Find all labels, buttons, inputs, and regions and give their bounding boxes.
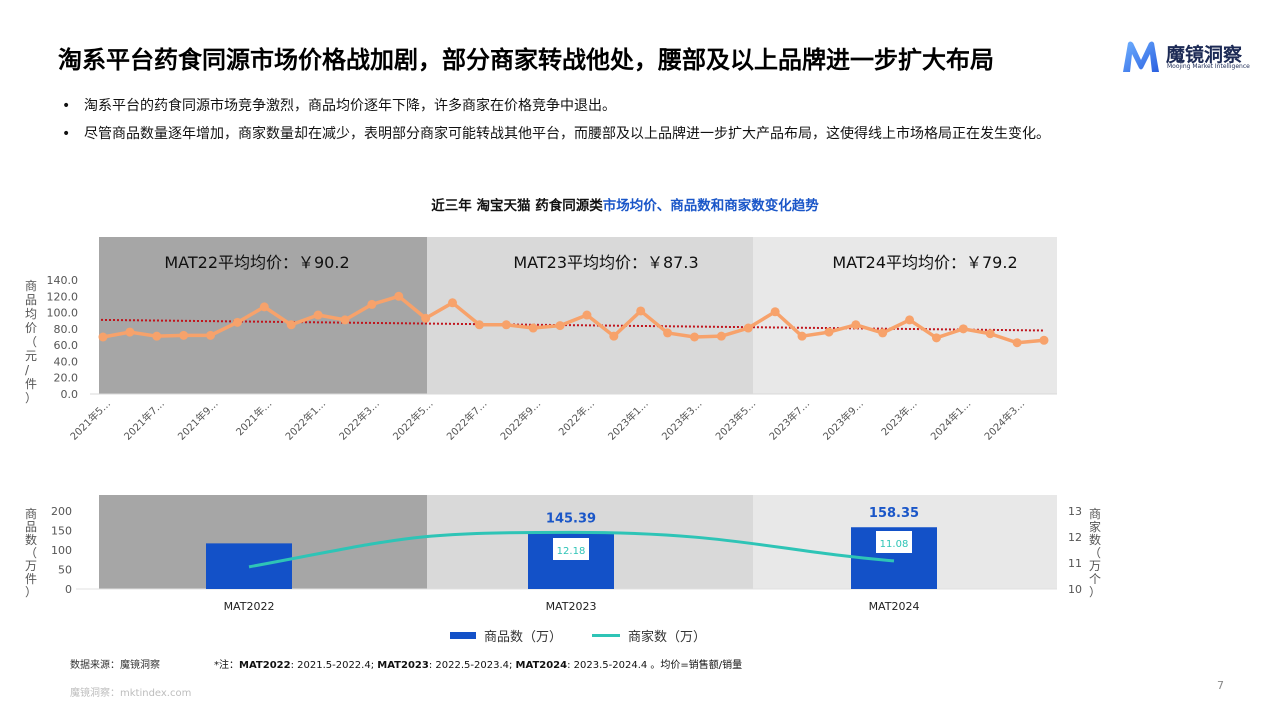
bar-right-axis-label: 商家数（万个） bbox=[1089, 506, 1101, 599]
note-text: : 2023.5-2024.4 。均价=销售额/销量 bbox=[567, 660, 743, 671]
legend-bar-label: 商品数（万） bbox=[484, 630, 563, 645]
note-bold: MAT2024 bbox=[515, 660, 568, 671]
trendline bbox=[100, 318, 1045, 332]
note-bold: MAT2023 bbox=[377, 660, 429, 671]
watermark: 魔镜洞察：mktindex.com bbox=[70, 688, 192, 699]
band-label-mat22: MAT22平均均价：￥90.2 bbox=[164, 253, 349, 272]
svg-text:MAT2024: MAT2024 bbox=[869, 600, 920, 613]
svg-text:2022年9…: 2022年9… bbox=[497, 397, 543, 443]
svg-text:2022年5…: 2022年5… bbox=[390, 397, 436, 443]
svg-text:2021年7…: 2021年7… bbox=[121, 397, 167, 443]
chart-title-prefix: 近三年 淘宝天猫 药食同源类 bbox=[431, 198, 603, 214]
svg-text:120.0: 120.0 bbox=[47, 290, 79, 303]
svg-text:150: 150 bbox=[51, 525, 72, 538]
svg-text:2021年9…: 2021年9… bbox=[175, 397, 221, 443]
svg-text:MAT2023: MAT2023 bbox=[546, 600, 597, 613]
svg-text:100.0: 100.0 bbox=[47, 307, 79, 320]
bar-left-y-axis: 200 150 100 50 0 bbox=[51, 505, 72, 596]
note-text: : 2021.5-2022.4; bbox=[290, 660, 378, 671]
chart-title-highlight: 市场均价、商品数和商家数变化趋势 bbox=[602, 198, 819, 214]
svg-text:10: 10 bbox=[1068, 583, 1082, 596]
svg-text:2022年3…: 2022年3… bbox=[336, 397, 382, 443]
page-title: 淘系平台药食同源市场价格战加剧，部分商家转战他处，腰部及以上品牌进一步扩大布局 bbox=[58, 46, 994, 74]
svg-text:20.0: 20.0 bbox=[54, 372, 79, 385]
note-bold: MAT2022 bbox=[239, 660, 291, 671]
svg-text:2021年…: 2021年… bbox=[233, 397, 274, 438]
data-labels: 145.39 158.35 12.18 11.08 bbox=[546, 506, 919, 560]
summary-bullets: 淘系平台的药食同源市场竞争激烈，商品均价逐年下降，许多商家在价格竞争中退出。 尽… bbox=[62, 97, 1102, 153]
legend-line-swatch bbox=[592, 634, 621, 637]
svg-text:50: 50 bbox=[58, 564, 72, 577]
svg-text:100: 100 bbox=[51, 544, 72, 557]
logo-subtitle: Moojing Market Intelligence bbox=[1167, 63, 1250, 70]
svg-text:2022年7…: 2022年7… bbox=[444, 397, 490, 443]
logo: 魔镜洞察 Moojing Market Intelligence bbox=[1120, 38, 1270, 78]
svg-text:2023年7…: 2023年7… bbox=[766, 397, 812, 443]
svg-text:MAT2022: MAT2022 bbox=[224, 600, 275, 613]
band-label-mat24: MAT24平均均价：￥79.2 bbox=[832, 253, 1017, 272]
bar-x-axis: MAT2022 MAT2023 MAT2024 bbox=[224, 600, 920, 613]
price-series-markers bbox=[98, 291, 1049, 348]
svg-text:2023年9…: 2023年9… bbox=[820, 397, 866, 443]
svg-text:2023年5…: 2023年5… bbox=[713, 397, 759, 443]
price-series-line bbox=[102, 294, 1045, 345]
svg-text:0.0: 0.0 bbox=[61, 388, 79, 401]
svg-text:0: 0 bbox=[65, 583, 72, 596]
svg-text:80.0: 80.0 bbox=[54, 323, 79, 336]
note-prefix: *注： bbox=[214, 660, 239, 671]
svg-text:2023年3…: 2023年3… bbox=[659, 397, 705, 443]
band-label-mat23: MAT23平均均价：￥87.3 bbox=[513, 253, 698, 272]
chart-legend: 商品数（万） 商家数（万） bbox=[450, 626, 706, 645]
svg-text:145.39: 145.39 bbox=[546, 511, 596, 526]
svg-text:11.08: 11.08 bbox=[880, 539, 909, 550]
svg-text:200: 200 bbox=[51, 505, 72, 518]
chart-title: 近三年 淘宝天猫 药食同源类市场均价、商品数和商家数变化趋势 bbox=[0, 194, 1250, 214]
band-mat24 bbox=[753, 237, 1057, 394]
svg-text:40.0: 40.0 bbox=[54, 355, 79, 368]
svg-text:2021年5…: 2021年5… bbox=[67, 397, 113, 443]
count-chart: 200 150 100 50 0 13 12 11 10 商品数（万件） 商家数（万个） 14… bbox=[25, 495, 1101, 613]
bar-left-axis-label: 商品数（万件） bbox=[25, 506, 37, 599]
svg-text:2022年1…: 2022年1… bbox=[282, 397, 328, 443]
svg-text:12.18: 12.18 bbox=[557, 546, 586, 557]
merchant-series-line bbox=[248, 530, 895, 569]
price-x-axis: 2021年5… 2021年7… 2021年9… 2021年… 2022年1… 2022年3… bbox=[67, 397, 1027, 443]
legend-line-label: 商家数（万） bbox=[628, 630, 707, 645]
svg-text:2024年3…: 2024年3… bbox=[981, 397, 1027, 443]
moojing-logo-icon bbox=[1123, 41, 1159, 72]
note-text: : 2022.5-2023.4; bbox=[428, 660, 516, 671]
price-y-axis-label: 商品均价（元/件） bbox=[25, 278, 37, 405]
svg-text:2023年…: 2023年… bbox=[878, 397, 919, 438]
svg-text:2023年1…: 2023年1… bbox=[605, 397, 651, 443]
svg-text:11: 11 bbox=[1068, 557, 1082, 570]
footnote: *注：MAT2022: 2021.5-2022.4; MAT2023: 2022… bbox=[214, 656, 742, 671]
svg-text:2024年1…: 2024年1… bbox=[928, 397, 974, 443]
data-source: 数据来源：魔镜洞察 bbox=[70, 660, 160, 671]
svg-text:12: 12 bbox=[1068, 531, 1082, 544]
legend-bar-swatch bbox=[450, 632, 476, 639]
svg-text:13: 13 bbox=[1068, 505, 1082, 518]
svg-text:60.0: 60.0 bbox=[54, 339, 79, 352]
svg-text:140.0: 140.0 bbox=[47, 274, 79, 287]
price-y-axis: 140.0 120.0 100.0 80.0 60.0 40.0 20.0 0.0 bbox=[47, 274, 79, 401]
bullet-item: 尽管商品数量逐年增加，商家数量却在减少，表明部分商家可能转战其他平台，而腰部及以… bbox=[62, 125, 1102, 143]
logo-name: 魔镜洞察 bbox=[1166, 44, 1243, 66]
svg-text:2022年…: 2022年… bbox=[556, 397, 597, 438]
band-mat22 bbox=[99, 237, 427, 394]
price-chart: MAT22平均均价：￥90.2 MAT23平均均价：￥87.3 MAT24平均均… bbox=[25, 237, 1057, 443]
bar-right-y-axis: 13 12 11 10 bbox=[1068, 505, 1082, 596]
svg-text:158.35: 158.35 bbox=[869, 506, 919, 521]
page-number: 7 bbox=[1217, 679, 1224, 692]
bullet-item: 淘系平台的药食同源市场竞争激烈，商品均价逐年下降，许多商家在价格竞争中退出。 bbox=[62, 97, 1102, 115]
